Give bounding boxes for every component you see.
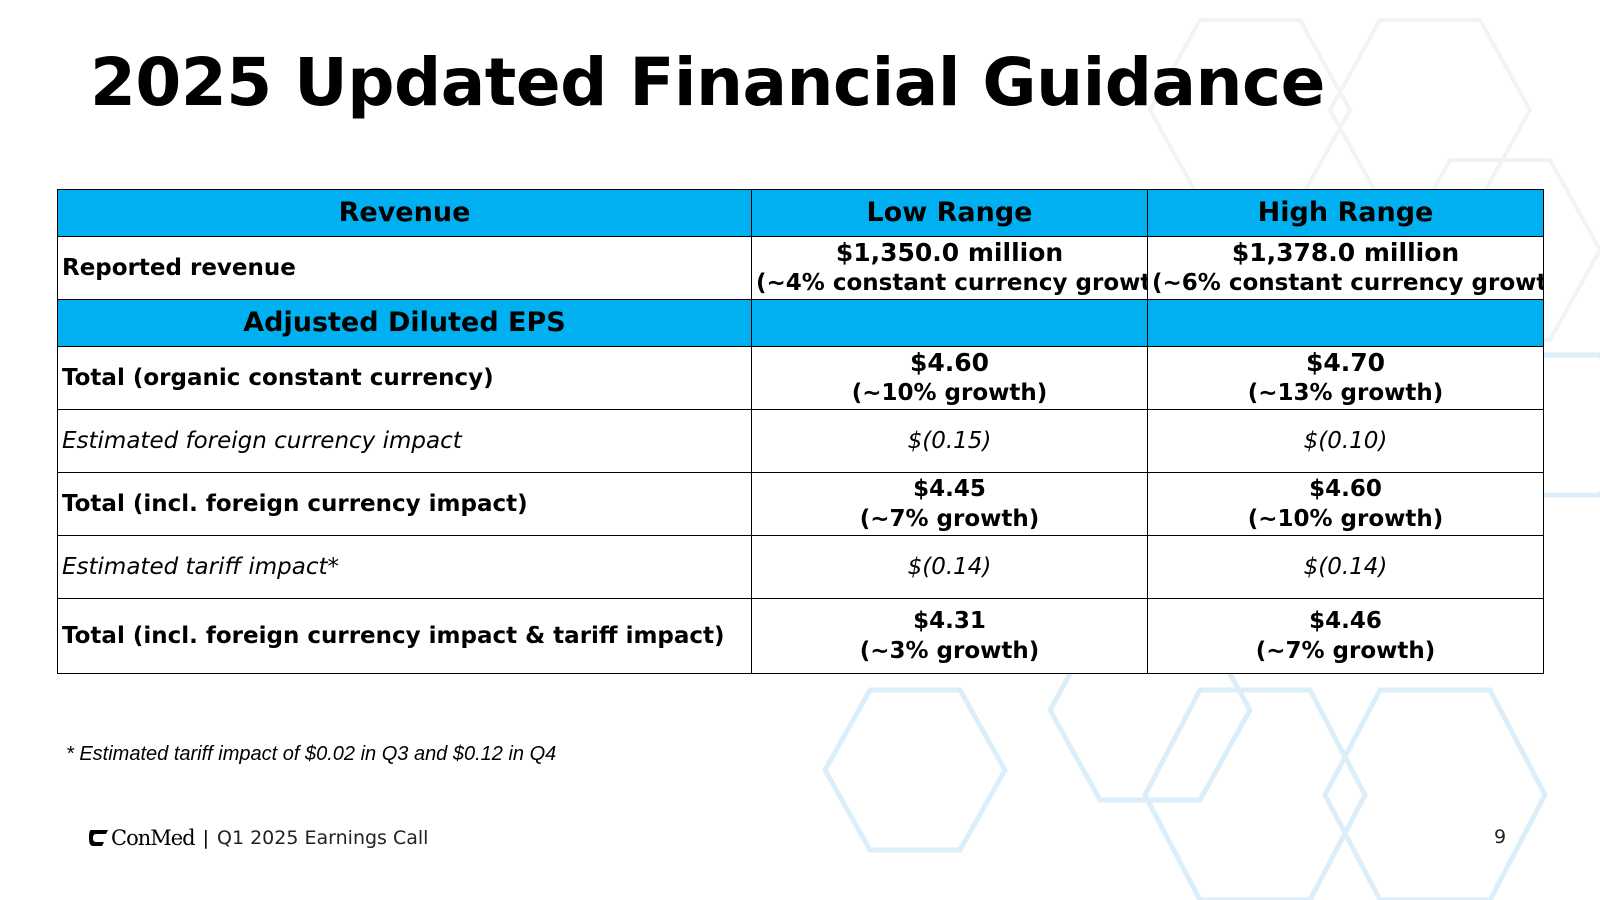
tariff-footnote: * Estimated tariff impact of $0.02 in Q3… (66, 743, 557, 765)
low-value: $4.45 (913, 476, 986, 502)
high-growth: (~13% growth) (1247, 380, 1444, 406)
high-growth: (~6% constant currency growth) (1152, 270, 1544, 296)
low-growth: (~4% constant currency growth) (756, 270, 1148, 296)
low-cell: $4.60 (~10% growth) (751, 346, 1148, 410)
slide-footer: ConMed | Q1 2025 Earnings Call (88, 826, 428, 850)
reported-revenue-label: Reported revenue (57, 236, 752, 300)
high-value: $(0.10) (1147, 409, 1544, 473)
header-revenue: Revenue (57, 189, 752, 237)
high-growth: (~7% growth) (1255, 638, 1436, 664)
table-row: Estimated tariff impact* $(0.14) $(0.14) (57, 535, 1544, 599)
row-label: Estimated foreign currency impact (57, 409, 752, 473)
low-growth: (~3% growth) (859, 638, 1040, 664)
row-label: Estimated tariff impact* (57, 535, 752, 599)
guidance-table: Revenue Low Range High Range Reported re… (57, 189, 1544, 674)
low-value: $(0.15) (751, 409, 1148, 473)
low-growth: (~10% growth) (851, 380, 1048, 406)
low-value: $4.60 (909, 348, 990, 377)
high-cell: $4.70 (~13% growth) (1147, 346, 1544, 410)
header-adjusted-diluted-eps: Adjusted Diluted EPS (57, 299, 752, 347)
high-value: $4.46 (1309, 608, 1382, 634)
high-value: $4.60 (1309, 476, 1382, 502)
page-number: 9 (1494, 826, 1507, 848)
table-row: Total (organic constant currency) $4.60 … (57, 346, 1544, 410)
header-low-range: Low Range (751, 189, 1148, 237)
conmed-logo-text: ConMed (111, 826, 196, 850)
low-value: $4.31 (913, 608, 986, 634)
conmed-logo: ConMed (88, 826, 196, 850)
high-cell: $4.46 (~7% growth) (1147, 598, 1544, 674)
eps-header-row: Adjusted Diluted EPS (57, 299, 1544, 347)
conmed-logo-mark-icon (89, 830, 108, 846)
low-cell: $4.31 (~3% growth) (751, 598, 1148, 674)
high-value: $4.70 (1305, 348, 1386, 377)
row-label: Total (organic constant currency) (57, 346, 752, 410)
footer-separator: | (202, 827, 210, 849)
table-row: Reported revenue $1,350.0 million (~4% c… (57, 236, 1544, 300)
slide-title: 2025 Updated Financial Guidance (90, 44, 1325, 121)
reported-revenue-low: $1,350.0 million (~4% constant currency … (751, 236, 1148, 300)
high-amount: $1,378.0 million (1231, 238, 1460, 267)
reported-revenue-high: $1,378.0 million (~6% constant currency … (1147, 236, 1544, 300)
header-high-range: High Range (1147, 189, 1544, 237)
table-header-row: Revenue Low Range High Range (57, 189, 1544, 237)
high-cell: $4.60 (~10% growth) (1147, 472, 1544, 536)
low-cell: $4.45 (~7% growth) (751, 472, 1148, 536)
low-value: $(0.14) (751, 535, 1148, 599)
eps-header-blank-low (751, 299, 1148, 347)
row-label: Total (incl. foreign currency impact & t… (57, 598, 752, 674)
high-growth: (~10% growth) (1247, 506, 1444, 532)
low-amount: $1,350.0 million (835, 238, 1064, 267)
table-row: Total (incl. foreign currency impact & t… (57, 598, 1544, 674)
eps-header-blank-high (1147, 299, 1544, 347)
high-value: $(0.14) (1147, 535, 1544, 599)
row-label: Total (incl. foreign currency impact) (57, 472, 752, 536)
footer-event: Q1 2025 Earnings Call (217, 827, 429, 849)
low-growth: (~7% growth) (859, 506, 1040, 532)
table-row: Estimated foreign currency impact $(0.15… (57, 409, 1544, 473)
table-row: Total (incl. foreign currency impact) $4… (57, 472, 1544, 536)
